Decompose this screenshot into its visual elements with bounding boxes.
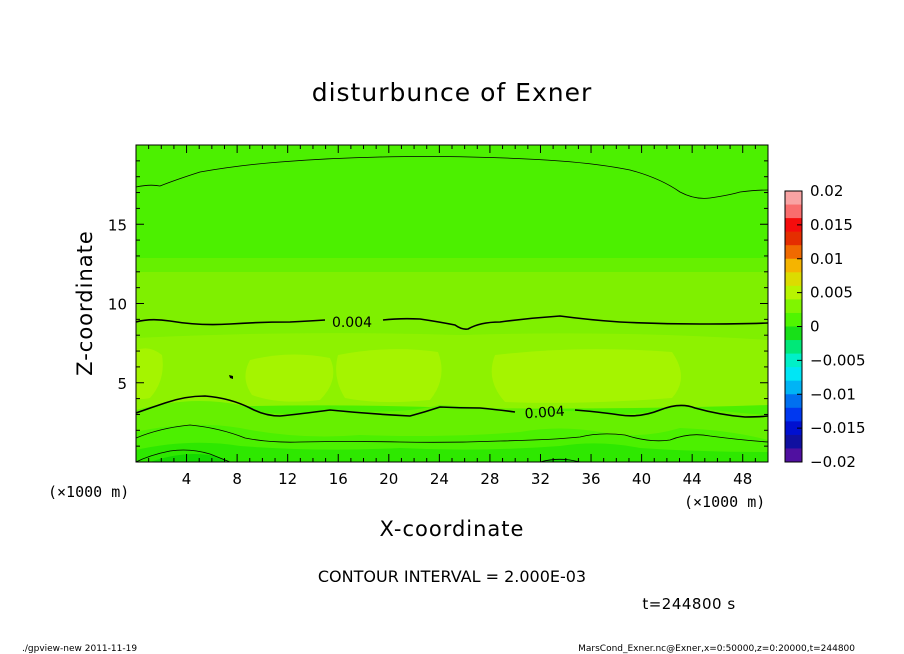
contour-small-mark: [229, 375, 233, 379]
colorbar-swatch: [785, 394, 802, 409]
contour-label-upper: 0.004: [332, 315, 372, 331]
colorbar-tick-label: 0.02: [810, 182, 843, 200]
contour-line-lower-thin-2: [136, 449, 231, 462]
y-tick-label: 10: [108, 296, 127, 314]
colorbar-tick-label: 0.01: [810, 250, 843, 268]
colorbar-swatch: [785, 191, 802, 206]
colorbar-swatch: [785, 245, 802, 260]
colorbar-swatch: [785, 312, 802, 327]
patch-brightest-4: [136, 348, 163, 399]
plot-field: [136, 145, 768, 462]
contour-0004-upper: [136, 315, 768, 330]
chart-title: disturbunce of Exner: [312, 78, 593, 107]
x-tick-label: 28: [480, 470, 499, 488]
colorbar-swatch: [785, 326, 802, 341]
band-lower-4: [150, 454, 580, 462]
colorbar-swatch: [785, 258, 802, 273]
contour-interval-text: CONTOUR INTERVAL = 2.000E-03: [318, 567, 586, 586]
colorbar-swatch: [785, 448, 802, 463]
contour-label-lower: 0.004: [524, 404, 565, 423]
x-tick-label: 20: [379, 470, 398, 488]
y-tick-label: 15: [108, 216, 127, 234]
x-tick-label: 16: [329, 470, 348, 488]
colorbar-swatch: [785, 380, 802, 395]
x-unit-label: (×1000 m): [684, 493, 765, 511]
x-tick-label: 8: [232, 470, 242, 488]
y-unit-label: (×1000 m): [48, 483, 129, 501]
footer-right-text: MarsCond_Exner.nc@Exner,x=0:50000,z=0:20…: [578, 644, 855, 654]
x-tick-label: 40: [632, 470, 651, 488]
x-tick-label: 24: [430, 470, 449, 488]
x-tick-label: 4: [182, 470, 192, 488]
patch-brightest-3: [491, 349, 681, 403]
colorbar-swatch: [785, 340, 802, 355]
x-tick-label: 44: [683, 470, 702, 488]
colorbar-swatch: [785, 407, 802, 422]
contour-line-lower-thin-1: [136, 424, 768, 443]
band-lower-3: [136, 442, 768, 462]
band-upper-yellow-soft: [136, 258, 768, 272]
colorbar-swatch: [785, 231, 802, 246]
x-tick-label: 32: [531, 470, 550, 488]
colorbar-tick-label: −0.005: [810, 351, 866, 369]
colorbar-swatch: [785, 272, 802, 287]
colorbar-tick-label: 0.005: [810, 284, 853, 302]
colorbar-swatch: [785, 421, 802, 436]
colorbar-swatch: [785, 367, 802, 382]
colorbar-tick-label: −0.01: [810, 385, 856, 403]
band-upper-yellow: [136, 272, 768, 340]
contour-line-top: [136, 156, 768, 199]
patch-brightest-1: [245, 354, 334, 402]
colorbar: 0.02 0.015 0.01 0.005 0 −0.005 −0.01 −0.015 −0.0…: [784, 182, 866, 471]
colorbar-swatch: [785, 353, 802, 368]
x-tick-label: 12: [278, 470, 297, 488]
colorbar-tick-label: 0: [810, 318, 820, 336]
colorbar-swatch: [785, 434, 802, 449]
contour-0004-lower: [136, 395, 768, 418]
colorbar-swatch: [785, 218, 802, 233]
footer-left-text: ./gpview-new 2011-11-19: [22, 644, 137, 654]
x-axis-title: X-coordinate: [380, 517, 525, 541]
time-text: t=244800 s: [642, 595, 735, 613]
colorbar-tick-label: 0.015: [810, 216, 853, 234]
colorbar-swatch: [785, 299, 802, 314]
x-tick-label: 48: [733, 470, 752, 488]
colorbar-tick-label: −0.02: [810, 453, 856, 471]
patch-brightest-2: [336, 349, 442, 403]
colorbar-tick-label: −0.015: [810, 419, 866, 437]
colorbar-swatch: [785, 204, 802, 219]
y-tick-label: 5: [117, 375, 127, 393]
colorbar-swatch: [785, 285, 802, 300]
y-axis-title: Z-coordinate: [73, 230, 97, 376]
x-tick-label: 36: [581, 470, 600, 488]
